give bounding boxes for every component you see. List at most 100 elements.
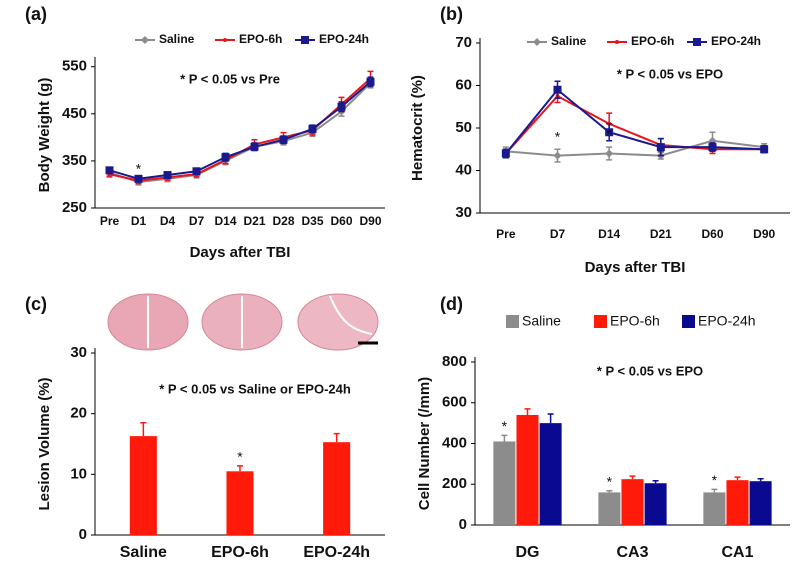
x-tick-label: D60 (701, 227, 723, 241)
x-tick-label: CA1 (721, 544, 753, 561)
error-bar (280, 131, 287, 143)
annotation: * P < 0.05 vs EPO (597, 363, 703, 378)
bar (644, 483, 667, 525)
y-tick-label: 30 (70, 344, 87, 361)
significance-marker: * (606, 126, 612, 142)
error-bar (554, 80, 561, 99)
bar (539, 423, 562, 525)
y-tick-label: 200 (442, 475, 467, 492)
y-axis-label: Hematocrit (%) (409, 75, 426, 181)
x-tick-label: D1 (131, 214, 147, 228)
annotation: * P < 0.05 vs Saline or EPO-24h (159, 381, 351, 396)
error-bar (606, 490, 613, 493)
error-bar (251, 138, 258, 150)
line (109, 82, 372, 184)
legend-label: EPO-24h (698, 313, 756, 329)
y-tick-label: 550 (62, 58, 87, 75)
panel-label: (d) (440, 294, 463, 314)
point (615, 40, 619, 44)
legend-label: EPO-6h (610, 313, 660, 329)
point (141, 36, 149, 44)
point (163, 171, 172, 180)
panel-label: (b) (440, 4, 463, 24)
error-bar (333, 432, 340, 443)
legend-label: EPO-6h (239, 32, 282, 46)
panel-label: (c) (25, 294, 47, 314)
x-tick-label: Pre (496, 227, 516, 241)
annotation: * P < 0.05 vs EPO (617, 66, 723, 81)
y-tick-label: 50 (455, 119, 472, 136)
point (134, 174, 143, 183)
x-tick-label: D90 (359, 214, 381, 228)
y-axis-label: Cell Number (/mm) (416, 377, 433, 510)
bar (129, 436, 157, 535)
bar (226, 471, 254, 535)
y-tick-label: 70 (455, 34, 472, 51)
point (553, 151, 562, 160)
point (366, 77, 375, 86)
brain-sections (107, 293, 379, 351)
significance-marker: * (555, 128, 561, 144)
legend-swatch (506, 315, 519, 328)
legend-swatch (682, 315, 695, 328)
x-tick-label: Pre (100, 214, 120, 228)
point (279, 135, 288, 144)
point (553, 85, 562, 94)
x-tick-label: D60 (330, 214, 352, 228)
y-tick-label: 10 (70, 465, 87, 482)
x-tick-label: EPO-6h (211, 544, 269, 561)
error-bar (629, 475, 636, 480)
line (109, 81, 372, 180)
y-tick-label: 0 (79, 526, 87, 543)
error-bar (734, 476, 741, 481)
brain-fissure (147, 295, 373, 348)
point (105, 166, 114, 175)
error-bar (501, 434, 508, 442)
significance-marker: * (712, 472, 718, 488)
significance-marker: * (136, 161, 142, 177)
x-axis-label: Days after TBI (190, 244, 291, 261)
y-axis-label: Lesion Volume (%) (36, 377, 53, 510)
point (223, 38, 227, 42)
error-bar (547, 413, 554, 424)
x-tick-label: D4 (160, 214, 176, 228)
x-tick-label: DG (516, 544, 540, 561)
x-tick-label: D28 (272, 214, 294, 228)
bar (749, 481, 772, 525)
line (505, 88, 765, 155)
error-bar (237, 465, 243, 472)
y-tick-label: 20 (70, 405, 87, 422)
significance-marker: * (237, 449, 243, 465)
error-bar (367, 70, 374, 87)
error-bar (606, 112, 613, 136)
point (605, 128, 614, 137)
bar (323, 442, 351, 535)
y-axis-label: Body Weight (g) (36, 78, 53, 193)
bar (598, 492, 621, 525)
legend-label: Saline (159, 32, 195, 46)
legend-label: EPO-24h (711, 34, 761, 48)
x-tick-label: D14 (598, 227, 620, 241)
y-tick-label: 250 (62, 199, 87, 216)
bar (493, 441, 516, 525)
point (308, 124, 317, 133)
x-tick-label: D21 (243, 214, 265, 228)
point (221, 153, 230, 162)
brain-image (297, 293, 379, 351)
significance-marker: * (607, 473, 613, 489)
error-bar (709, 131, 716, 150)
x-tick-label: CA3 (616, 544, 648, 561)
error-bar (140, 422, 147, 437)
y-tick-label: 350 (62, 152, 87, 169)
y-tick-label: 800 (442, 353, 467, 370)
point (693, 38, 701, 46)
point (656, 143, 665, 152)
legend-swatch (594, 315, 607, 328)
error-bar (757, 477, 764, 482)
point (301, 36, 309, 44)
x-tick-label: D7 (550, 227, 566, 241)
line (505, 94, 765, 155)
y-tick-label: 600 (442, 394, 467, 411)
significance-marker: * (502, 418, 508, 434)
